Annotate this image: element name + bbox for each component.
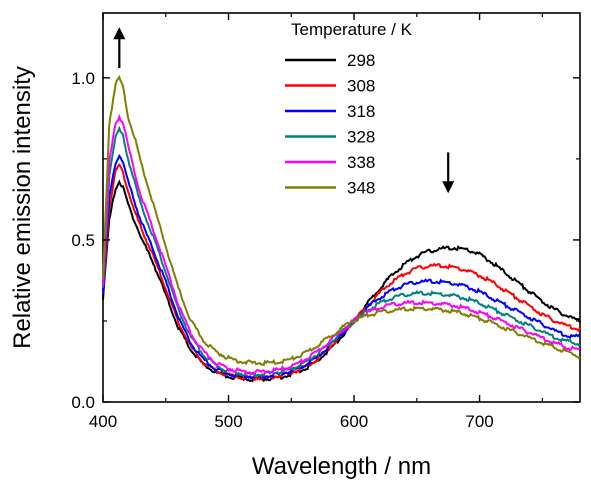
arrow-down-head	[442, 181, 455, 194]
legend: Temperature / K 298 308 318 328 338 348	[285, 20, 413, 198]
y-tick-label: 0.0	[71, 393, 95, 412]
series-lines	[102, 74, 581, 383]
series-line-348	[102, 74, 581, 367]
legend-label-348: 348	[347, 179, 375, 198]
x-tick-label: 400	[89, 412, 117, 431]
legend-label-318: 318	[347, 102, 375, 121]
legend-label-338: 338	[347, 153, 375, 172]
x-axis-title: Wavelength / nm	[252, 453, 431, 480]
y-axis-title: Relative emission intensity	[9, 66, 36, 349]
x-tick-label: 500	[214, 412, 242, 431]
axis-ticks: 400 500 600 700 0.0 0.5 1.0	[71, 13, 580, 431]
y-tick-label: 0.5	[71, 231, 95, 250]
legend-title: Temperature / K	[291, 20, 413, 39]
series-line-338	[102, 113, 580, 376]
series-line-318	[102, 153, 581, 380]
x-tick-label: 700	[465, 412, 493, 431]
series-line-328	[102, 125, 581, 378]
series-line-298	[102, 179, 581, 383]
legend-label-328: 328	[347, 128, 375, 147]
plot-frame	[102, 12, 581, 403]
y-tick-label: 1.0	[71, 69, 95, 88]
legend-label-308: 308	[347, 77, 375, 96]
annotations	[113, 27, 455, 194]
legend-label-298: 298	[347, 51, 375, 70]
arrow-up-head	[113, 27, 126, 40]
x-tick-label: 600	[340, 412, 368, 431]
